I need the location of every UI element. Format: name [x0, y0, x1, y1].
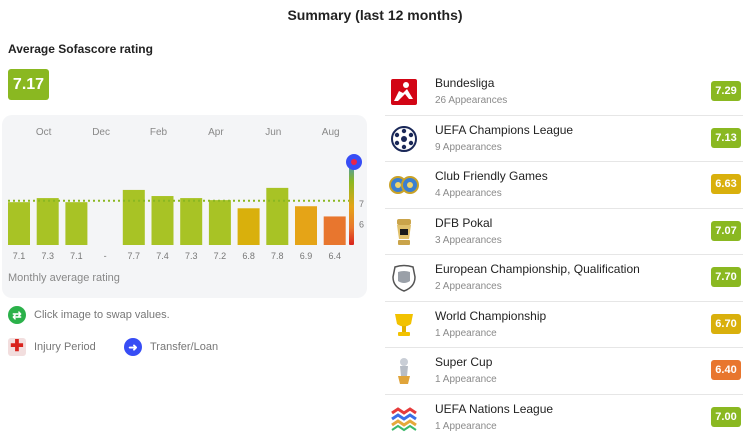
competition-rating: 7.70 — [711, 267, 741, 287]
competition-row[interactable]: UEFA Champions League 9 Appearances 7.13 — [385, 116, 743, 162]
injury-cross-icon: ✚ — [8, 338, 26, 356]
transfer-legend: ➜ Transfer/Loan — [124, 338, 218, 356]
swap-icon[interactable]: ⇄ — [8, 306, 26, 324]
rating-bar — [208, 200, 231, 245]
rating-bar — [122, 189, 145, 245]
competition-rating: 6.40 — [711, 360, 741, 380]
injury-legend: ✚ Injury Period — [8, 338, 96, 356]
competition-row[interactable]: World Championship 1 Appearance 6.70 — [385, 302, 743, 348]
competition-rating: 7.13 — [711, 127, 741, 148]
bundesliga-logo-icon — [391, 79, 417, 105]
club-friendly-logo-icon — [389, 176, 419, 194]
bar-value-label: 6.9 — [300, 251, 313, 261]
competition-name: DFB Pokal — [435, 215, 493, 230]
competition-appearances: 26 Appearances — [435, 95, 508, 106]
dfb-pokal-logo-icon — [397, 218, 411, 245]
world-cup-trophy-icon — [395, 313, 413, 336]
bar-value-label: 6.4 — [328, 251, 341, 261]
transfer-marker-dot — [351, 159, 357, 165]
month-label: Apr — [208, 127, 224, 138]
competition-name: Bundesliga — [435, 76, 495, 90]
competition-appearances: 4 Appearances — [435, 188, 502, 199]
competition-row[interactable]: Bundesliga 26 Appearances 7.29 — [385, 69, 743, 116]
competition-rating: 6.63 — [711, 174, 741, 194]
month-label: Aug — [322, 127, 340, 138]
competition-appearances: 3 Appearances — [435, 234, 502, 246]
month-label: Jun — [265, 127, 281, 138]
competition-list: Bundesliga 26 Appearances 7.29 UEFA Cham… — [385, 69, 743, 441]
competition-rating: 7.07 — [711, 220, 741, 241]
rating-bar — [180, 198, 203, 245]
competition-row[interactable]: UEFA Nations League 1 Appearance 7.00 — [385, 395, 743, 442]
monthly-rating-chart[interactable]: Oct Dec Feb Apr Jun Aug 7.1 7.3 7.1 - 7.7 7.4 7.3 7.2… — [2, 115, 367, 298]
month-label: Dec — [92, 127, 110, 138]
month-label: Feb — [150, 127, 168, 138]
rating-bar — [65, 202, 88, 245]
bar-value-label: 7.3 — [185, 251, 198, 261]
competition-rating: 7.00 — [711, 406, 741, 427]
injury-legend-label: Injury Period — [34, 341, 96, 353]
competition-name: Club Friendly Games — [435, 169, 548, 183]
scale-tick-label: 6 — [359, 220, 364, 230]
competition-appearances: 2 Appearances — [435, 281, 502, 292]
champions-league-logo-icon — [391, 125, 417, 152]
competition-row[interactable]: Super Cup 1 Appearance 6.40 — [385, 348, 743, 395]
rating-bar — [36, 198, 59, 245]
competition-row[interactable]: European Championship, Qualification 2 A… — [385, 255, 743, 302]
competition-name: Super Cup — [435, 355, 493, 369]
competition-row[interactable]: DFB Pokal 3 Appearances 7.07 — [385, 209, 743, 255]
bar-value-label: 7.7 — [128, 251, 141, 261]
average-rating-title: Average Sofascore rating — [8, 42, 153, 56]
page-title: Summary (last 12 months) — [287, 7, 463, 23]
transfer-arrow-icon: ➜ — [124, 338, 142, 356]
scale-tick-label: 7 — [359, 199, 364, 209]
competition-appearances: 1 Appearance — [435, 327, 497, 339]
bar-value-label: - — [104, 251, 107, 261]
euro-qualification-logo-icon — [392, 264, 416, 292]
rating-bar — [8, 202, 30, 245]
transfer-legend-label: Transfer/Loan — [150, 341, 219, 353]
bar-value-label: 6.8 — [242, 251, 255, 261]
competition-appearances: 9 Appearances — [435, 141, 502, 153]
competition-name: World Championship — [435, 308, 547, 323]
competition-rating: 7.29 — [711, 81, 741, 101]
rating-bar — [237, 208, 260, 245]
nations-league-logo-icon — [391, 406, 417, 431]
rating-bar — [151, 196, 174, 245]
competition-rating: 6.70 — [711, 313, 741, 334]
bar-value-label: 7.1 — [70, 251, 83, 261]
competition-appearances: 1 Appearance — [435, 374, 497, 385]
competition-row[interactable]: Club Friendly Games 4 Appearances 6.63 — [385, 162, 743, 209]
bar-value-label: 7.2 — [214, 251, 227, 261]
bar-value-label: 7.1 — [13, 251, 26, 261]
bar-value-label: 7.3 — [41, 251, 54, 261]
competition-name: European Championship, Qualification — [435, 262, 640, 276]
average-rating-badge: 7.17 — [8, 69, 49, 100]
swap-hint-row: ⇄ Click image to swap values. — [8, 306, 170, 324]
rating-bar — [266, 187, 289, 245]
competition-name: UEFA Champions League — [435, 122, 574, 137]
super-cup-trophy-icon — [398, 358, 410, 384]
rating-scale-bar — [349, 160, 354, 245]
competition-appearances: 1 Appearance — [435, 420, 497, 432]
competition-name: UEFA Nations League — [435, 401, 554, 416]
bar-value-label: 7.4 — [156, 251, 169, 261]
swap-hint-text: Click image to swap values. — [34, 309, 170, 321]
chart-canvas[interactable]: Oct Dec Feb Apr Jun Aug 7.1 7.3 7.1 - 7.7 7.4 7.3 7.2… — [2, 115, 367, 298]
rating-bar — [323, 216, 346, 245]
month-label: Oct — [36, 127, 52, 138]
chart-caption: Monthly average rating — [8, 272, 120, 284]
rating-bar — [295, 206, 317, 245]
bar-value-label: 7.8 — [271, 251, 284, 261]
